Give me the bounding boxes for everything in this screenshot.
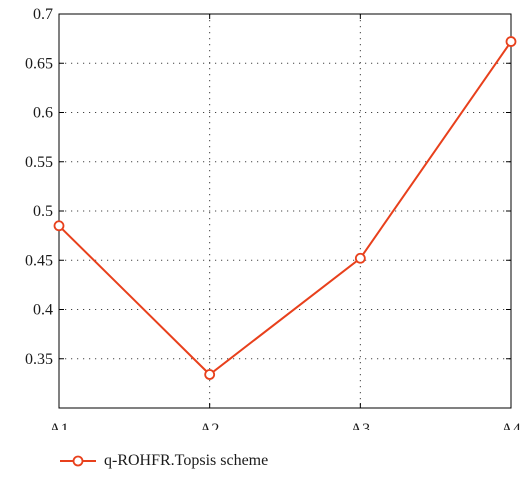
legend-label: q-ROHFR.Topsis scheme [104,452,269,469]
x-tick-label: A2 [200,421,220,430]
y-tick-label: 0.35 [25,351,53,368]
data-point [505,36,517,47]
y-tick-label: 0.4 [33,302,53,319]
y-tick-label: 0.55 [25,154,53,171]
axis-ticks [58,13,512,408]
series-line [58,41,512,376]
x-tick-label: A4 [501,421,521,430]
y-tick-label: 0.45 [25,252,53,269]
x-tick-label: A1 [49,421,69,430]
data-point [204,369,216,380]
line-chart: 0.35 0.4 0.45 0.5 0.55 0.6 0.65 0.7 A1 A2 A3 A4 [25,6,521,430]
x-tick-label: A3 [351,421,371,430]
axis-tick-labels: 0.35 0.4 0.45 0.5 0.55 0.6 0.65 0.7 A1 A2 A3 A4 [25,6,521,430]
legend-marker [60,455,96,467]
y-tick-label: 0.7 [33,6,53,23]
data-point [354,252,366,264]
data-point [53,220,65,232]
y-tick-label: 0.5 [33,203,53,220]
legend: q-ROHFR.Topsis scheme [60,452,268,470]
y-tick-label: 0.6 [33,105,53,122]
y-tick-label: 0.65 [25,55,53,72]
series-layer [53,36,517,380]
grid-lines [59,13,511,408]
